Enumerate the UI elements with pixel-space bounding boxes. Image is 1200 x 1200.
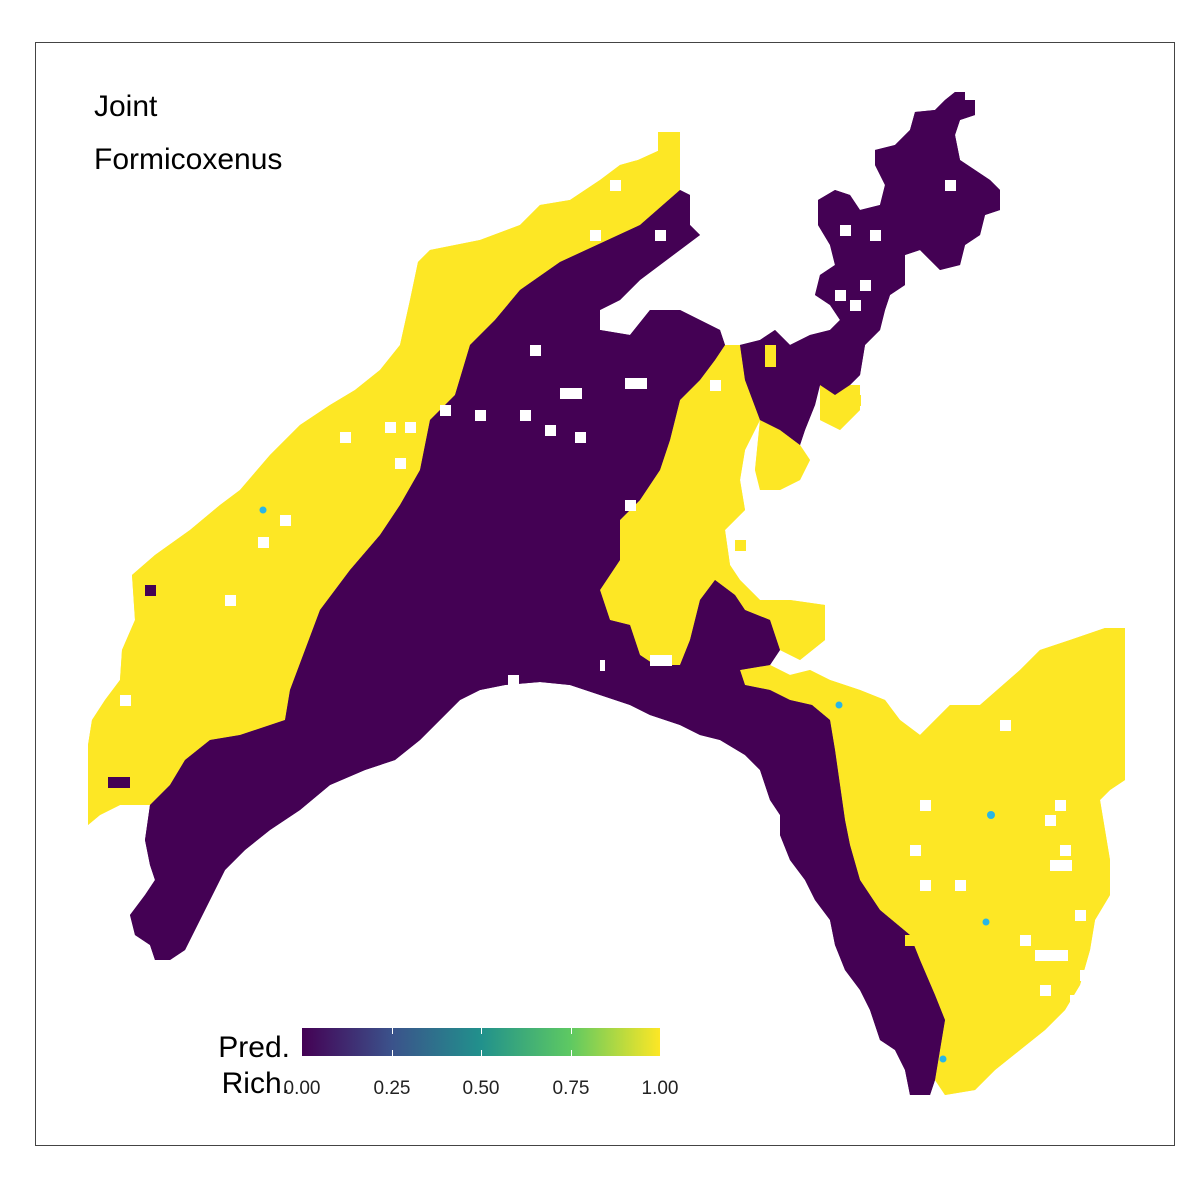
observation-point <box>982 918 990 926</box>
title-model: Joint <box>94 90 158 123</box>
legend-tick <box>392 1028 393 1034</box>
legend-tick-label: 0.00 <box>283 1078 321 1099</box>
legend-tick <box>571 1050 572 1056</box>
missing-cells <box>120 180 1091 1006</box>
observation-point <box>835 701 843 709</box>
legend-title-line2: Rich. <box>221 1067 290 1100</box>
legend-tick <box>571 1028 572 1034</box>
observation-point <box>939 1055 947 1063</box>
title-genus: Formicoxenus <box>94 143 283 176</box>
legend-tick-label: 0.75 <box>552 1078 590 1099</box>
legend-title-line1: Pred. <box>218 1031 290 1064</box>
legend-tick <box>481 1050 482 1056</box>
legend-tick-label: 0.50 <box>462 1078 500 1099</box>
plot-panel <box>35 42 1175 1146</box>
legend-tick-label: 0.25 <box>373 1078 411 1099</box>
observation-points <box>259 506 995 1063</box>
isolated-high-cells <box>658 132 916 946</box>
legend-title: Pred. Rich. <box>190 1030 290 1102</box>
observation-point <box>259 506 267 514</box>
legend-tick-label: 1.00 <box>641 1078 679 1099</box>
legend-tick <box>481 1028 482 1034</box>
observation-point <box>987 811 995 819</box>
legend-tick <box>392 1050 393 1056</box>
isolated-low-cells <box>108 585 691 788</box>
